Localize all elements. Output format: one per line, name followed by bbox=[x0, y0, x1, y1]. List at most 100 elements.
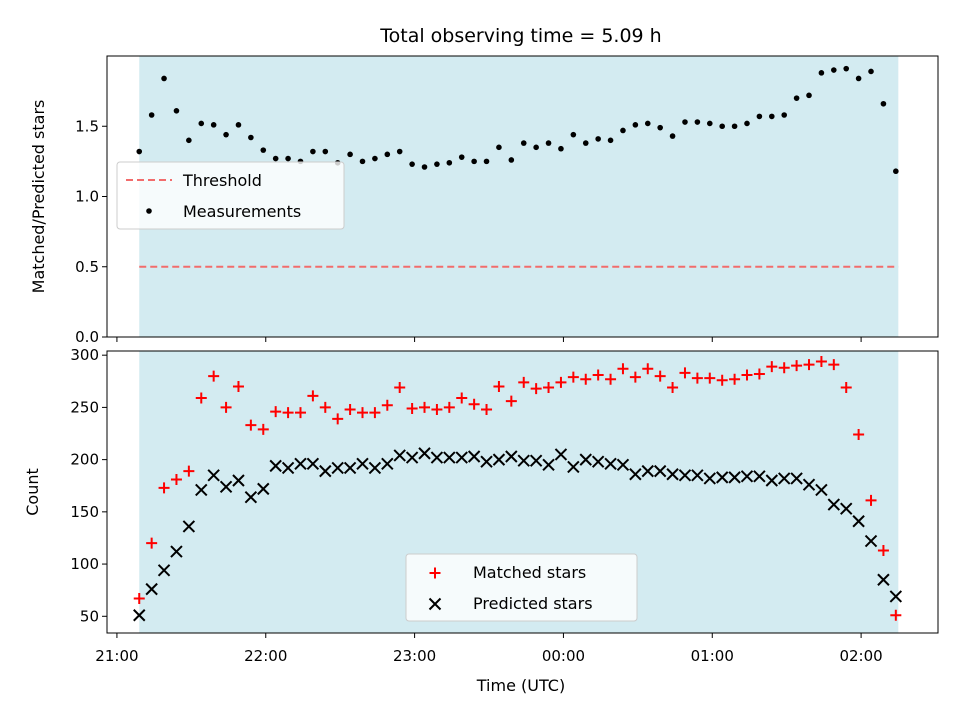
matched-star-point bbox=[245, 419, 257, 431]
measurement-point bbox=[682, 119, 688, 125]
matched-star-point bbox=[865, 494, 877, 506]
predicted-star-point bbox=[331, 461, 344, 475]
measurement-point bbox=[272, 155, 279, 162]
matched-star-point bbox=[381, 399, 393, 411]
x-tick-label: 02:00 bbox=[839, 647, 882, 665]
legend-threshold-label: Threshold bbox=[182, 171, 262, 190]
legend-matched-swatch bbox=[429, 567, 441, 579]
measurement-point bbox=[669, 133, 676, 139]
measurement-point bbox=[694, 119, 701, 125]
predicted-star-point bbox=[505, 450, 518, 463]
measurement-point bbox=[210, 122, 217, 128]
y-tick-label: 100 bbox=[70, 555, 99, 573]
measurement-point bbox=[458, 154, 465, 160]
legend-predicted-swatch bbox=[428, 597, 442, 611]
predicted-star-point bbox=[567, 460, 580, 474]
measurement-point bbox=[508, 157, 515, 163]
measurement-point bbox=[657, 124, 663, 131]
matched-star-point bbox=[778, 362, 790, 374]
predicted-star-point bbox=[889, 590, 903, 603]
matched-star-point bbox=[803, 359, 815, 371]
measurement-point bbox=[347, 151, 353, 158]
predicted-star-point bbox=[753, 470, 766, 483]
predicted-star-point bbox=[343, 461, 357, 475]
measurement-point bbox=[248, 134, 254, 141]
measurement-point bbox=[322, 148, 329, 155]
x-tick-label: 23:00 bbox=[393, 647, 436, 665]
predicted-star-point bbox=[281, 461, 295, 475]
predicted-star-point bbox=[368, 461, 382, 475]
measurement-point bbox=[223, 131, 229, 138]
bottom-y-axis-label: Count bbox=[23, 468, 42, 516]
predicted-star-point bbox=[207, 469, 220, 482]
predicted-star-point bbox=[740, 470, 754, 483]
predicted-star-point bbox=[157, 564, 171, 577]
x-tick-label: 22:00 bbox=[244, 647, 287, 665]
predicted-star-point bbox=[219, 480, 233, 493]
predicted-star-point bbox=[529, 454, 543, 467]
predicted-star-point bbox=[480, 455, 493, 468]
measurement-point bbox=[148, 112, 155, 118]
predicted-star-point bbox=[790, 472, 803, 485]
predicted-star-point bbox=[182, 520, 196, 533]
measurement-point bbox=[496, 144, 502, 151]
legend-predicted-label: Predicted stars bbox=[473, 594, 593, 613]
matched-star-point bbox=[369, 407, 381, 419]
measurement-point bbox=[409, 161, 415, 167]
measurement-point bbox=[235, 122, 242, 128]
measurement-point bbox=[570, 131, 577, 138]
matched-star-point bbox=[481, 403, 493, 415]
y-tick-label: 150 bbox=[70, 503, 99, 521]
measurement-point bbox=[595, 136, 601, 142]
measurement-point bbox=[161, 75, 167, 82]
matched-star-point bbox=[741, 369, 753, 381]
predicted-star-point bbox=[802, 478, 816, 491]
predicted-star-point bbox=[393, 449, 406, 462]
measurement-point bbox=[818, 70, 825, 76]
matched-star-point bbox=[654, 370, 666, 382]
measurement-point bbox=[520, 140, 527, 146]
measurement-point bbox=[198, 120, 205, 127]
predicted-star-point bbox=[356, 457, 369, 471]
measurement-point bbox=[186, 137, 192, 144]
predicted-star-point bbox=[244, 491, 258, 504]
measurement-point bbox=[806, 92, 812, 99]
matched-star-point bbox=[493, 381, 505, 393]
matched-star-point bbox=[753, 368, 765, 380]
top-legend-box bbox=[116, 161, 345, 230]
top-axes-frame bbox=[106, 55, 939, 338]
chart-title: Total observing time = 5.09 h bbox=[379, 25, 661, 47]
measurement-point bbox=[620, 127, 626, 134]
matched-star-point bbox=[133, 593, 145, 605]
matched-star-point bbox=[853, 429, 865, 441]
measurement-point bbox=[880, 100, 887, 107]
matched-star-point bbox=[815, 355, 827, 367]
predicted-star-point bbox=[852, 515, 865, 528]
predicted-star-point bbox=[269, 459, 282, 473]
matched-star-point bbox=[642, 363, 654, 375]
top-y-axis-label: Matched/Predicted stars bbox=[29, 100, 48, 294]
measurement-point bbox=[421, 164, 428, 170]
matched-star-point bbox=[232, 381, 244, 393]
bottom-legend-box bbox=[405, 553, 638, 622]
measurement-point bbox=[483, 158, 490, 165]
predicted-star-point bbox=[381, 457, 394, 471]
predicted-star-point bbox=[877, 573, 890, 586]
predicted-star-point bbox=[232, 474, 245, 487]
predicted-star-point bbox=[319, 464, 332, 478]
measurement-point bbox=[706, 120, 713, 127]
predicted-star-point bbox=[170, 545, 183, 558]
measurement-point bbox=[533, 144, 539, 151]
matched-star-point bbox=[667, 382, 679, 394]
predicted-star-point bbox=[145, 582, 158, 596]
matched-star-point bbox=[679, 367, 691, 379]
matched-star-point bbox=[580, 373, 592, 385]
top-legend: Threshold Measurements bbox=[116, 161, 345, 230]
predicted-star-point bbox=[517, 454, 530, 467]
predicted-star-point bbox=[691, 469, 704, 482]
legend-cross-marker bbox=[428, 597, 442, 611]
matched-star-point bbox=[592, 369, 604, 381]
predicted-star-point bbox=[728, 471, 741, 484]
predicted-star-point bbox=[195, 483, 208, 497]
matched-star-point bbox=[344, 403, 356, 415]
